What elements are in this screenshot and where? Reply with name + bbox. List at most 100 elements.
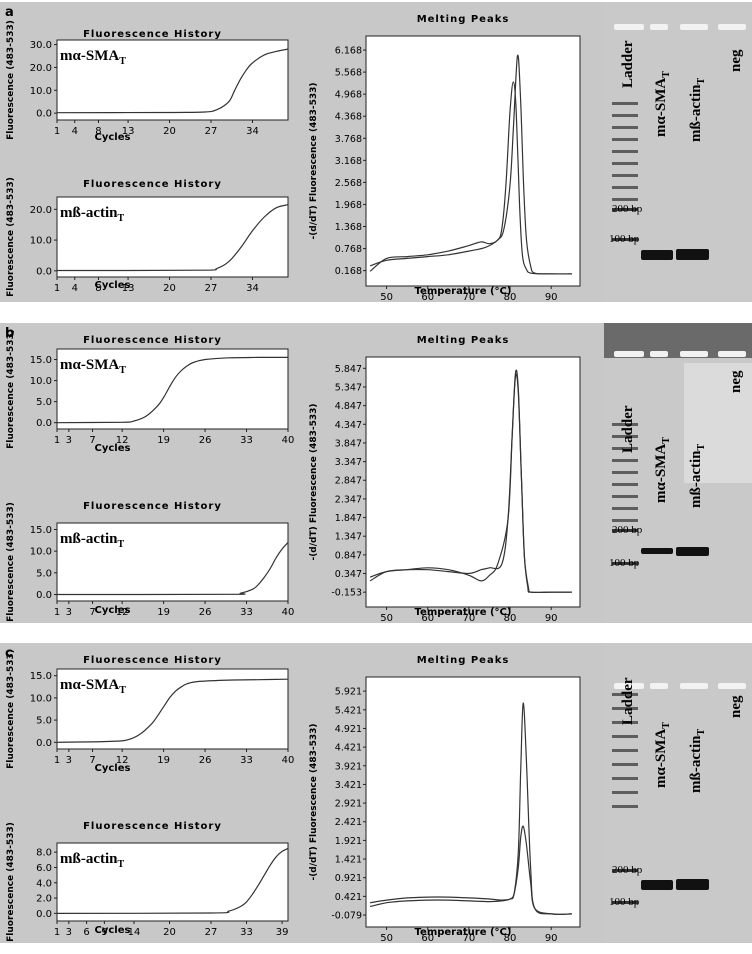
fluor-plot-area — [56, 668, 289, 750]
x-tick-label: 90 — [545, 292, 558, 303]
x-tick-label: 4 — [72, 126, 78, 137]
product-band-sma — [641, 548, 673, 554]
y-tick-label: 0.0 — [36, 109, 52, 120]
target-label-subscript: T — [118, 859, 125, 870]
y-tick-label: 1.921 — [335, 836, 362, 847]
x-tick-label: 6 — [83, 927, 89, 938]
y-tick-label: 10.0 — [30, 376, 52, 387]
y-tick-label: 4.847 — [335, 401, 362, 412]
x-tick-label: 7 — [89, 755, 95, 766]
target-label-main: mα-SMA — [60, 357, 119, 373]
y-tick-label: 0.847 — [335, 550, 362, 561]
gel-marker-200bp: 200 bp — [612, 864, 643, 876]
x-tick-label: 26 — [199, 755, 212, 766]
x-axis-label: Temperature (°C) — [415, 927, 512, 938]
x-tick-label: 1 — [54, 755, 60, 766]
x-tick-label: 9 — [101, 927, 107, 938]
ladder-band — [612, 693, 638, 696]
x-tick-label: 12 — [116, 755, 129, 766]
x-tick-label: 27 — [205, 283, 218, 294]
gel-label-sma-text: mα-SMA — [653, 729, 669, 788]
product-band-actin — [676, 547, 709, 556]
y-tick-label: 10.0 — [30, 547, 52, 558]
target-label-main: mα-SMA — [60, 677, 119, 693]
gel-label-neg: neg — [728, 695, 744, 718]
y-tick-label: 6.168 — [335, 46, 362, 57]
x-tick-label: 8 — [95, 283, 101, 294]
fluor-title: Fluorescence History — [83, 821, 222, 832]
ladder-band-100bp — [612, 562, 638, 565]
x-tick-label: 50 — [380, 292, 393, 303]
ladder-band — [612, 791, 638, 794]
gel-label-ladder-text: Ladder — [620, 677, 636, 725]
x-tick-label: 3 — [66, 435, 72, 446]
product-band-sma — [641, 250, 673, 260]
gel-label-actin-text: mß-actin — [688, 735, 704, 793]
fluor-title: Fluorescence History — [83, 501, 222, 512]
x-tick-label: 14 — [128, 927, 141, 938]
y-axis-label: Fluorescence (483-533) — [6, 177, 16, 297]
ladder-band — [612, 423, 638, 426]
ladder-band-100bp — [612, 901, 638, 904]
x-tick-label: 80 — [504, 292, 517, 303]
gel-label-ladder-text: Ladder — [620, 405, 636, 453]
gel-label-sma: mα-SMAT — [653, 722, 672, 788]
x-tick-label: 1 — [54, 607, 60, 618]
x-tick-label: 1 — [54, 927, 60, 938]
y-tick-label: 2.847 — [335, 476, 362, 487]
target-label-main: mß-actin — [60, 531, 118, 547]
x-tick-label: 40 — [282, 755, 295, 766]
gel-label-neg: neg — [728, 49, 744, 72]
y-tick-label: 0.0 — [36, 909, 52, 920]
y-tick-label: 2.921 — [335, 799, 362, 810]
x-tick-label: 70 — [463, 292, 476, 303]
x-tick-label: 1 — [54, 126, 60, 137]
x-tick-label: 8 — [95, 126, 101, 137]
x-tick-label: 13 — [122, 126, 135, 137]
x-tick-label: 7 — [89, 607, 95, 618]
melt-title: Melting Peaks — [417, 655, 510, 666]
x-tick-label: 20 — [163, 927, 176, 938]
target-label-subscript: T — [119, 685, 126, 696]
gel-well — [650, 24, 668, 30]
x-tick-label: 39 — [276, 927, 289, 938]
y-tick-label: 5.0 — [36, 397, 52, 408]
y-tick-label: 4.368 — [335, 112, 362, 123]
y-tick-label: 2.347 — [335, 494, 362, 505]
gel-marker-100bp: 100 bp — [609, 557, 640, 569]
x-tick-label: 40 — [282, 435, 295, 446]
gel-label-sma-text: mα-SMA — [653, 444, 669, 503]
fluor-plot-area — [56, 522, 289, 602]
gel-label-sma: mα-SMAT — [653, 437, 672, 503]
target-label: mα-SMAT — [60, 677, 126, 696]
y-tick-label: 2.568 — [335, 178, 362, 189]
y-axis-label: Fluorescence (483-533) — [6, 20, 16, 140]
x-axis-label: Cycles — [95, 605, 131, 616]
y-tick-label: 0.0 — [36, 266, 52, 277]
y-axis-label: Fluorescence (483-533) — [6, 502, 16, 622]
target-label-main: mα-SMA — [60, 48, 119, 64]
x-tick-label: 19 — [157, 435, 170, 446]
x-tick-label: 60 — [421, 613, 434, 624]
y-tick-label: 1.421 — [335, 855, 362, 866]
gel-well — [718, 683, 746, 689]
gel-label-sma: mα-SMAT — [653, 71, 672, 137]
melt-title: Melting Peaks — [417, 14, 510, 25]
x-tick-label: 12 — [116, 435, 129, 446]
gel-label-actin: mß-actinT — [688, 78, 707, 143]
target-label: mß-actinT — [60, 205, 125, 224]
ladder-band — [612, 102, 638, 105]
melt-title: Melting Peaks — [417, 335, 510, 346]
y-tick-label: 3.768 — [335, 134, 362, 145]
gel-well — [718, 24, 746, 30]
target-label-subscript: T — [118, 213, 125, 224]
gel-label-neg-text: neg — [728, 695, 744, 718]
fluor-plot-area — [56, 842, 289, 922]
x-tick-label: 13 — [122, 283, 135, 294]
y-tick-label: 15.0 — [30, 671, 52, 682]
y-tick-label: 1.968 — [335, 200, 362, 211]
gel-label-neg: neg — [728, 370, 744, 393]
x-tick-label: 26 — [199, 607, 212, 618]
panel-letter: b — [5, 326, 14, 341]
